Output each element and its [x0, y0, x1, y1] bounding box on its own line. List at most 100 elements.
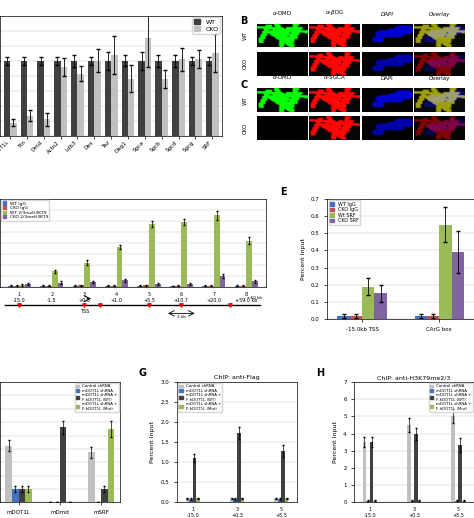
Bar [94, 61, 100, 136]
Bar [172, 61, 179, 136]
Bar [170, 286, 175, 287]
Text: $\alpha$-$\beta$DG: $\alpha$-$\beta$DG [325, 8, 344, 17]
Bar [105, 286, 111, 287]
Bar [88, 61, 94, 136]
Text: $\alpha$-DMD: $\alpha$-DMD [272, 9, 292, 17]
Bar [407, 425, 410, 502]
Bar [235, 286, 240, 287]
Bar [8, 286, 14, 287]
Text: DAPI: DAPI [381, 76, 393, 81]
Legend: Control shRNA, mDOT1L shRNA, mDOT1L shRNA +
F-hDOT1L (WT), mDOT1L shRNA +
F-hDOT: Control shRNA, mDOT1L shRNA, mDOT1L shRN… [178, 383, 222, 412]
Bar [374, 293, 387, 319]
Legend: WT IgG, CKO IgG, WT 2/3meH3K79, CKO 2/3meH3K79: WT IgG, CKO IgG, WT 2/3meH3K79, CKO 2/3m… [1, 200, 49, 221]
Bar [105, 61, 111, 136]
Bar [122, 280, 128, 287]
Bar [117, 247, 122, 287]
Text: CKO: CKO [243, 123, 247, 134]
Bar [186, 498, 189, 502]
Bar [18, 489, 25, 502]
Bar [44, 120, 50, 136]
Bar [182, 222, 187, 287]
Bar [19, 285, 25, 287]
Bar [187, 284, 193, 287]
Legend: Control shRNA, mDOT1L shRNA, mDOT1L shRNA +
F-hDOT1L (WT), mDOT1L shRNA +
F-hDOT: Control shRNA, mDOT1L shRNA, mDOT1L shRN… [429, 383, 473, 412]
Y-axis label: Percent Input: Percent Input [150, 421, 155, 463]
Title: ChIP: anti-H3K79me2/3: ChIP: anti-H3K79me2/3 [377, 375, 451, 380]
Bar [230, 498, 234, 502]
Bar [462, 501, 465, 502]
Bar [458, 445, 462, 502]
Bar [214, 215, 219, 287]
Bar [337, 316, 350, 319]
Bar [452, 252, 464, 319]
Bar [195, 59, 202, 136]
Bar [60, 427, 66, 502]
Bar [370, 442, 374, 502]
Y-axis label: Percent Input: Percent Input [301, 238, 306, 280]
Bar [73, 286, 78, 287]
Bar [25, 284, 31, 287]
Bar [12, 489, 18, 502]
Bar [37, 61, 44, 136]
Bar [439, 225, 452, 319]
Bar [362, 286, 374, 319]
Bar [234, 499, 237, 502]
Bar [61, 67, 67, 136]
Bar [149, 224, 155, 287]
Bar [111, 285, 117, 287]
Bar [455, 501, 458, 502]
Text: C: C [241, 80, 248, 90]
Bar [122, 61, 128, 136]
Text: WT: WT [243, 32, 247, 40]
Bar [363, 442, 366, 502]
Text: 3 kb: 3 kb [177, 315, 186, 319]
Text: Overlay: Overlay [429, 76, 450, 81]
Bar [179, 59, 185, 136]
Bar [88, 452, 94, 502]
Bar [189, 499, 192, 502]
Bar [189, 61, 195, 136]
Bar [366, 501, 370, 502]
Bar [415, 316, 427, 319]
Bar [219, 276, 226, 287]
Legend: WT IgG, CKO IgG, Wt SRF, CKO SRF: WT IgG, CKO IgG, Wt SRF, CKO SRF [329, 200, 361, 225]
Bar [108, 429, 114, 502]
Bar [427, 316, 439, 319]
Bar [240, 286, 246, 287]
Bar [25, 489, 32, 502]
Bar [137, 286, 143, 287]
Bar [212, 53, 219, 136]
Text: $\alpha$-DMD: $\alpha$-DMD [272, 73, 292, 81]
Bar [143, 285, 149, 287]
Text: WT: WT [243, 96, 247, 105]
Text: +60 kb: +60 kb [247, 296, 263, 300]
Bar [78, 285, 84, 287]
Bar [54, 61, 61, 136]
Text: TSS: TSS [80, 309, 89, 314]
Bar [84, 263, 90, 287]
Bar [451, 416, 455, 502]
Bar [418, 501, 421, 502]
Bar [27, 116, 33, 136]
Bar [128, 79, 135, 136]
Text: G: G [139, 368, 147, 378]
Bar [20, 61, 27, 136]
Text: E: E [281, 187, 287, 197]
Bar [202, 286, 208, 287]
Bar [206, 61, 212, 136]
Legend: WT, CKO: WT, CKO [192, 18, 220, 34]
Bar [138, 61, 145, 136]
Bar [10, 122, 17, 136]
Bar [162, 79, 168, 136]
Bar [52, 271, 58, 287]
Bar [192, 458, 196, 502]
Text: Overlay: Overlay [429, 12, 450, 17]
Bar [4, 61, 10, 136]
Legend: Control shRNA, mDOT1L shRNA, mDOT1L shRNA +
F-hDOT1L (WT), mDOT1L shRNA +
F-hDOT: Control shRNA, mDOT1L shRNA, mDOT1L shRN… [74, 383, 118, 412]
Bar [145, 38, 151, 136]
Bar [196, 498, 200, 502]
Bar [278, 499, 282, 502]
Text: H: H [316, 368, 324, 378]
Text: $\alpha$-SGCA: $\alpha$-SGCA [323, 73, 346, 81]
Bar [410, 501, 414, 502]
